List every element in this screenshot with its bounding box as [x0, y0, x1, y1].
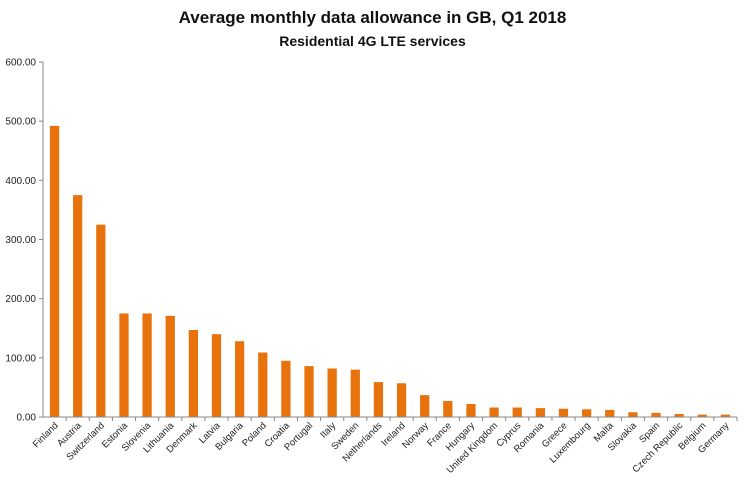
y-tick-label: 100.00: [5, 353, 36, 364]
y-axis: 0.00 100.00 200.00 300.00 400.00 500.00 600.00: [5, 58, 44, 424]
y-tick-label: 600.00: [5, 58, 36, 69]
bar-germany: [720, 414, 731, 417]
bar-malta: [605, 409, 615, 417]
bar-sweden: [350, 369, 360, 417]
bar-poland: [258, 352, 268, 417]
bar-luxembourg: [582, 409, 592, 417]
bar-portugal: [304, 366, 314, 417]
bar-hungary: [466, 403, 476, 417]
bar-united-kingdom: [489, 407, 499, 417]
bar-france: [443, 401, 453, 417]
bar-lithuania: [165, 315, 175, 417]
y-tick-label: 200.00: [5, 294, 36, 305]
bar-spain: [651, 412, 661, 417]
bar-slovenia: [142, 313, 152, 417]
bar-romania: [535, 408, 545, 418]
bar-netherlands: [373, 382, 384, 417]
x-tick-label: Norway: [400, 420, 431, 451]
bar-ireland: [396, 383, 407, 417]
bar-cyprus: [512, 407, 522, 417]
y-tick-label: 400.00: [5, 176, 36, 187]
bar-belgium: [697, 414, 707, 417]
y-tick-label: 300.00: [5, 235, 36, 246]
x-tick-label: Finland: [31, 420, 61, 450]
bar-estonia: [119, 313, 129, 417]
bar-latvia: [211, 334, 222, 417]
x-axis: FinlandAustriaSwitzerlandEstoniaSlovenia…: [31, 416, 738, 476]
bar-switzerland: [96, 224, 106, 417]
bar-italy: [327, 368, 337, 417]
bar-greece: [558, 408, 569, 417]
bar-austria: [73, 195, 83, 418]
bar-finland: [49, 125, 60, 418]
bar-denmark: [188, 330, 198, 417]
bar-croatia: [281, 360, 291, 417]
bars: [49, 125, 731, 418]
chart-subtitle: Residential 4G LTE services: [279, 33, 466, 49]
bar-czech-republic: [674, 414, 684, 417]
y-tick-label: 0.00: [17, 413, 37, 424]
bar-slovakia: [628, 412, 638, 417]
bar-bulgaria: [235, 341, 245, 417]
y-tick-label: 500.00: [5, 117, 36, 128]
bar-norway: [420, 395, 430, 417]
chart-title: Average monthly data allowance in GB, Q1…: [178, 8, 567, 27]
